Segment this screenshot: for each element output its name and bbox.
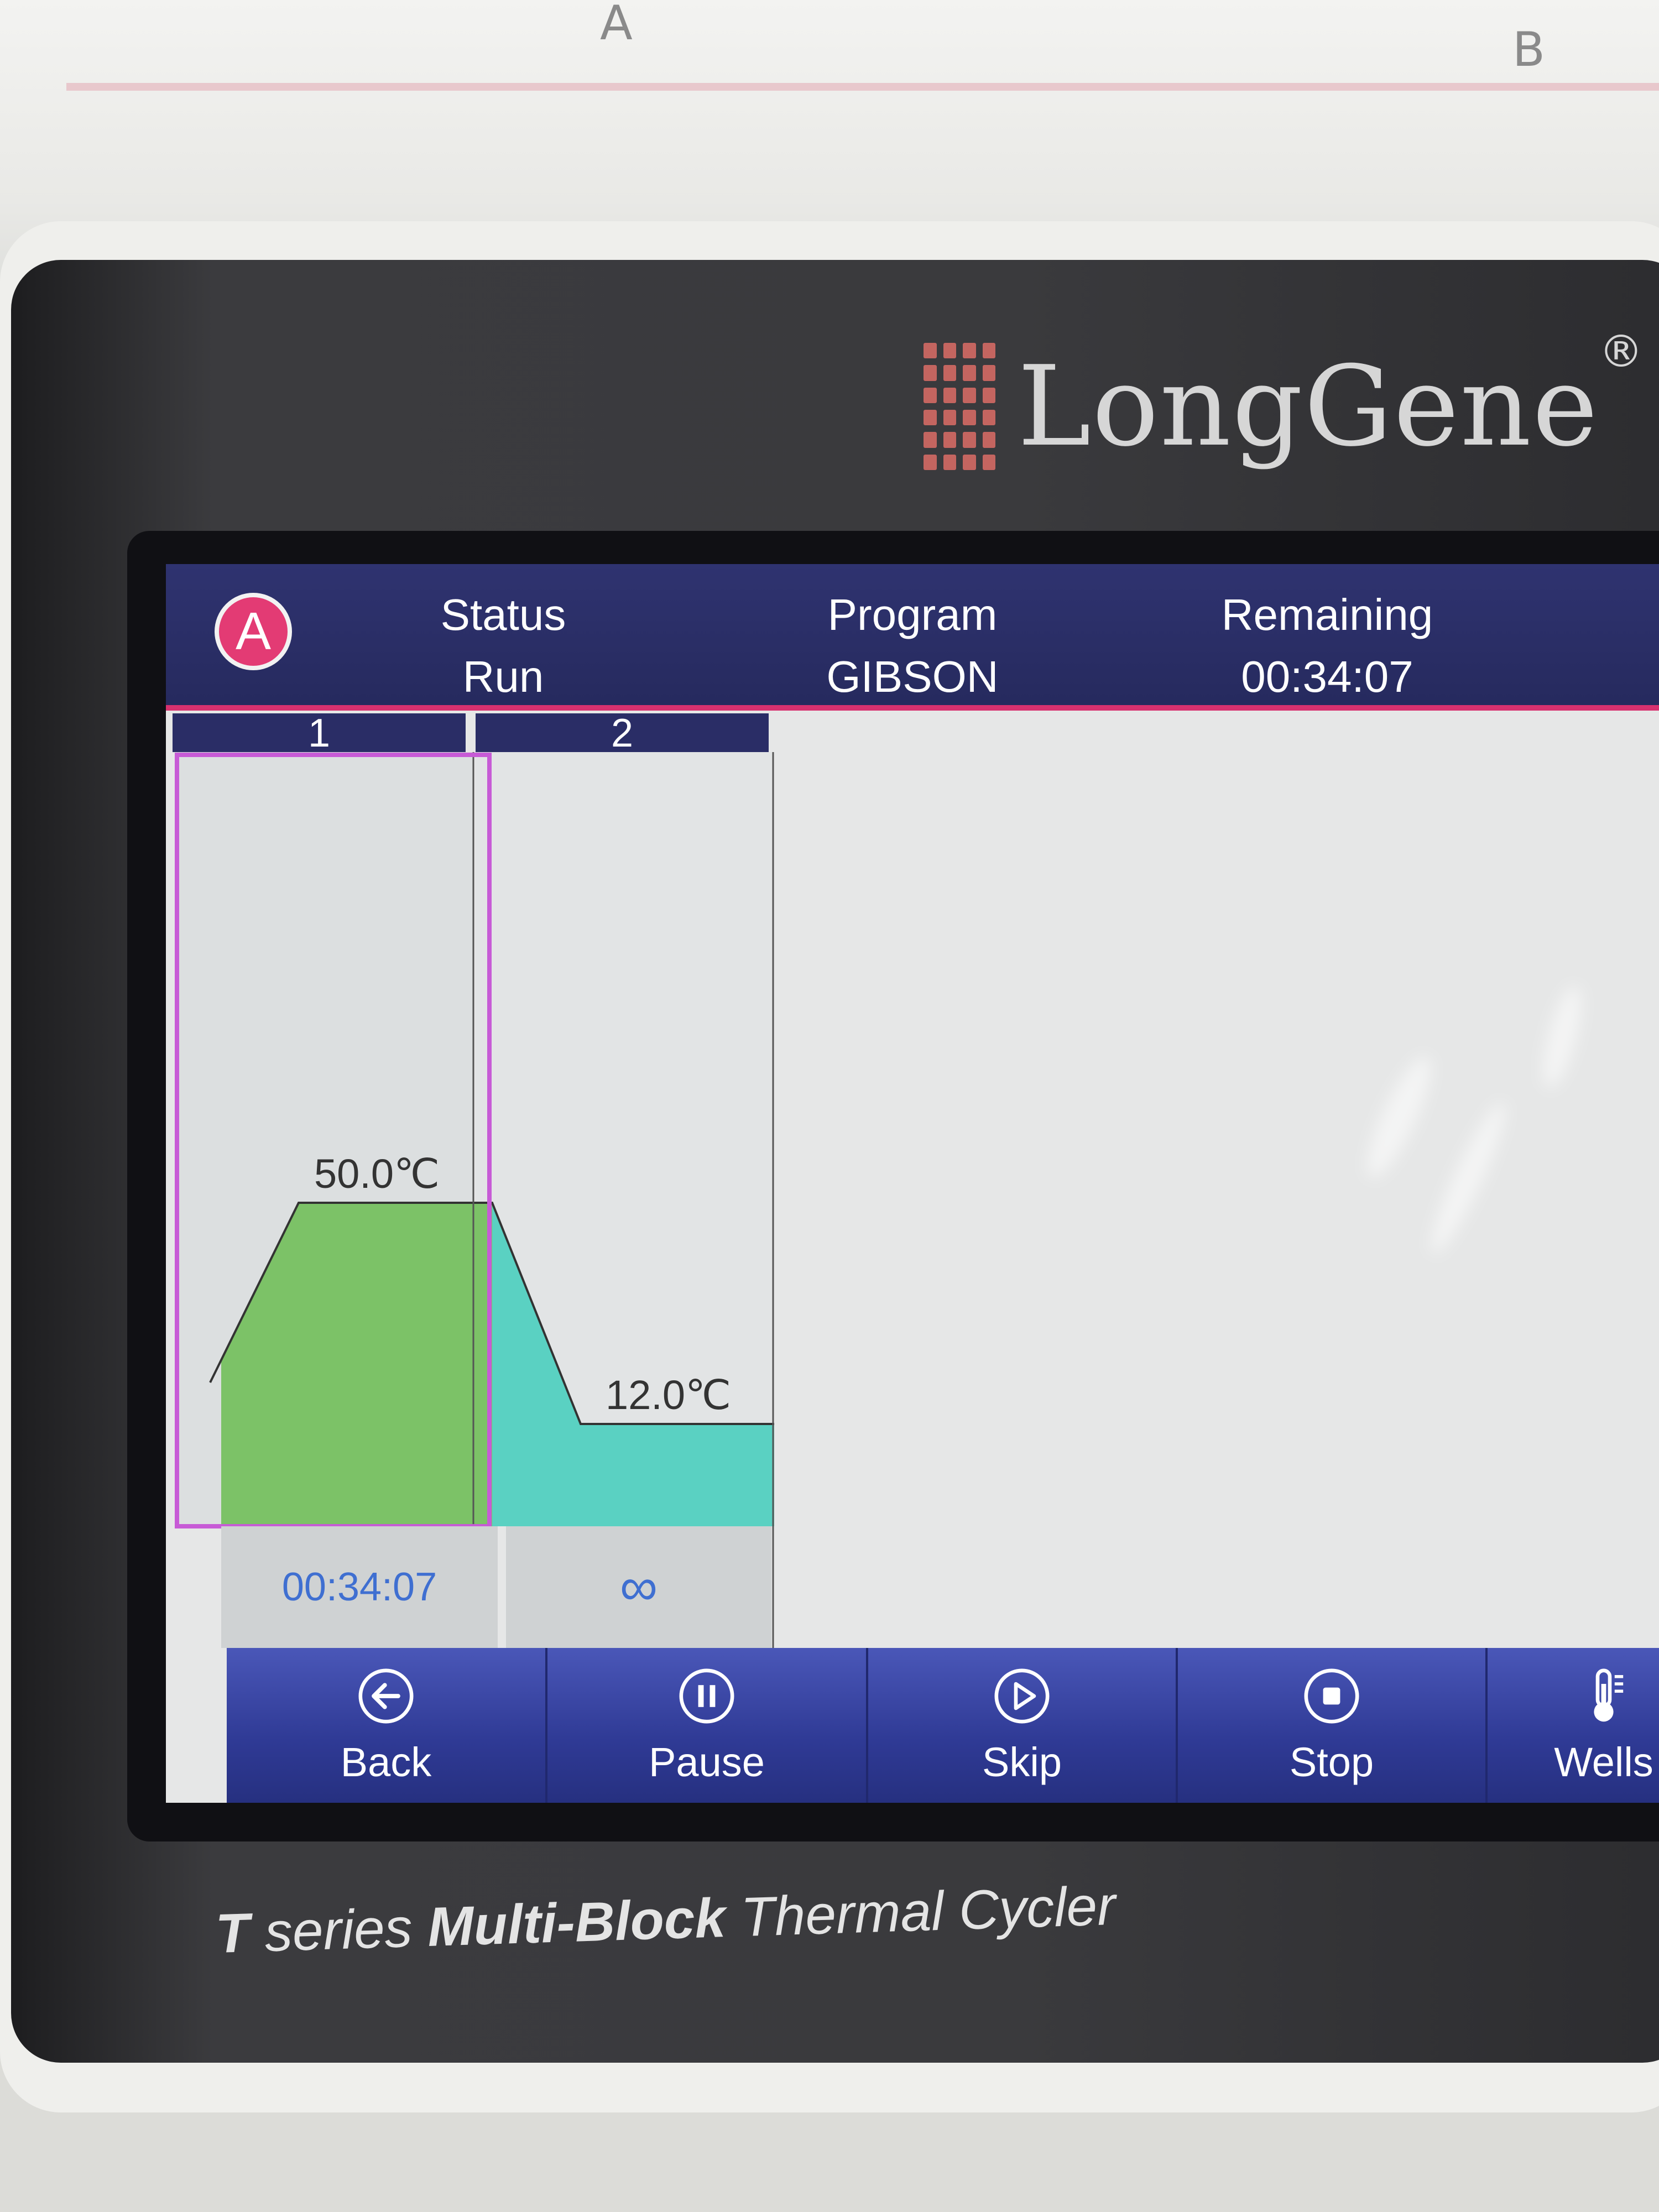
brand-logo: LongGene® xyxy=(924,326,1644,476)
thermometer-icon xyxy=(1594,1668,1624,1721)
remaining-label: Remaining xyxy=(1221,590,1433,639)
program-column: Program GIBSON xyxy=(769,584,1056,708)
step-1-time: 00:34:07 xyxy=(221,1526,498,1648)
pause-icon xyxy=(679,1668,734,1723)
model-multi-block: Multi-Block xyxy=(426,1887,727,1958)
logo-dot-grid-icon xyxy=(924,343,995,470)
shelf-lip xyxy=(66,83,1659,91)
temperature-profile xyxy=(175,752,774,1648)
model-series: series xyxy=(264,1896,414,1964)
control-bar: Back Pause Skip Stop xyxy=(227,1648,1659,1803)
block-a-badge[interactable]: A xyxy=(215,593,292,670)
skip-label: Skip xyxy=(982,1739,1062,1785)
back-label: Back xyxy=(340,1739,432,1785)
block-label-b: B xyxy=(1512,22,1545,77)
program-value: GIBSON xyxy=(826,652,999,701)
touch-screen: A Status Run Program GIBSON Remaining 00… xyxy=(166,564,1659,1803)
model-thermal-cycler: Thermal Cycler xyxy=(739,1874,1117,1949)
stop-label: Stop xyxy=(1289,1739,1374,1785)
back-arrow-icon xyxy=(358,1668,414,1723)
status-value: Run xyxy=(462,652,544,701)
play-skip-icon xyxy=(994,1668,1050,1723)
remaining-value: 00:34:07 xyxy=(1241,652,1413,701)
step-2-temperature: 12.0℃ xyxy=(606,1372,732,1418)
profile-line xyxy=(209,1202,774,1425)
back-button[interactable]: Back xyxy=(227,1648,547,1803)
stop-button[interactable]: Stop xyxy=(1178,1648,1488,1803)
screen-glare xyxy=(1535,982,1589,1092)
remaining-column: Remaining 00:34:07 xyxy=(1183,584,1471,708)
brand-text: LongGene xyxy=(1018,342,1599,471)
pause-label: Pause xyxy=(649,1739,765,1785)
stop-icon xyxy=(1304,1668,1359,1723)
step-1-hold-fill xyxy=(221,1203,492,1526)
pause-button[interactable]: Pause xyxy=(547,1648,868,1803)
status-header: A Status Run Program GIBSON Remaining 00… xyxy=(166,564,1659,711)
step-1-header: 1 xyxy=(173,713,466,753)
registered-mark: ® xyxy=(1599,325,1645,377)
brand-name: LongGene® xyxy=(1018,326,1644,471)
wells-label: Wells xyxy=(1554,1739,1653,1785)
screen-glare xyxy=(1420,1097,1516,1259)
block-label-a: A xyxy=(600,0,633,51)
step-2-hold-fill xyxy=(492,1203,774,1526)
screen-glare xyxy=(1356,1050,1442,1185)
step-2-header: 2 xyxy=(476,713,769,753)
skip-button[interactable]: Skip xyxy=(868,1648,1178,1803)
step-2-time: ∞ xyxy=(506,1526,771,1648)
step-1-temperature: 50.0℃ xyxy=(314,1151,440,1197)
wells-button[interactable]: Wells xyxy=(1488,1648,1659,1803)
status-label: Status xyxy=(440,590,566,639)
model-t: T xyxy=(215,1902,251,1965)
program-label: Program xyxy=(827,590,998,639)
status-column: Status Run xyxy=(359,584,647,708)
